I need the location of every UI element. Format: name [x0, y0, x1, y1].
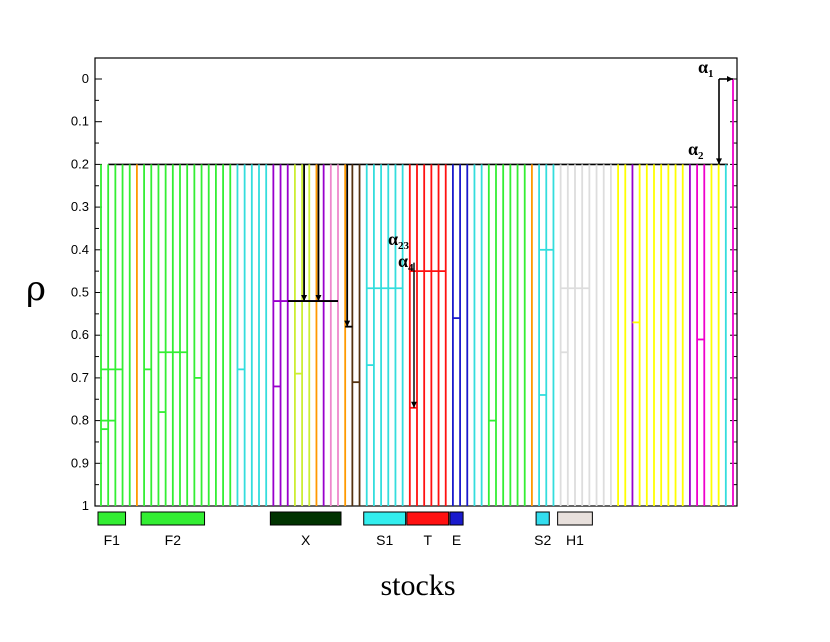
- dendrogram-branches: [100, 79, 734, 506]
- alpha-1-label: α1: [698, 57, 714, 80]
- y-tick-label: 0.8: [71, 413, 89, 428]
- group-label: H1: [566, 532, 584, 548]
- group-marker: [535, 511, 550, 526]
- arrow-head: [727, 76, 733, 82]
- group-marker: [406, 511, 450, 526]
- plot-border: [94, 57, 738, 507]
- group-marker: [140, 511, 206, 526]
- alpha-4-label-subscript: 4: [408, 262, 414, 274]
- group-markers: F1 F2 X S1 T E S2 H1: [97, 511, 593, 548]
- y-tick-label: 0.6: [71, 327, 89, 342]
- arrow-head: [716, 158, 722, 165]
- y-tick-label: 0.4: [71, 242, 89, 257]
- alpha-1-label-subscript: 1: [708, 68, 714, 80]
- plot-frame: [94, 57, 738, 507]
- y-tick-label: 0.1: [71, 114, 89, 129]
- arrow-head: [411, 401, 417, 408]
- group-marker: [269, 511, 342, 526]
- group-label: F2: [165, 532, 182, 548]
- y-tick-label: 0.5: [71, 285, 89, 300]
- y-axis-ticks: 0 0.1 0.2 0.3 0.4 0.5 0.6 0.7 0.8 0.9 1: [71, 71, 737, 513]
- group-marker: [97, 511, 127, 526]
- arrow-head: [301, 295, 308, 302]
- group-label: X: [301, 532, 311, 548]
- arrow-head: [344, 320, 351, 327]
- y-tick-label: 0.9: [71, 455, 89, 470]
- x-axis-label: stocks: [381, 569, 456, 602]
- group-marker: [363, 511, 407, 526]
- y-tick-label: 0.3: [71, 199, 89, 214]
- y-tick-label: 1: [82, 498, 89, 513]
- group-label: T: [423, 532, 432, 548]
- alpha-23-label-subscript: 23: [398, 240, 410, 252]
- y-tick-label: 0.2: [71, 156, 89, 171]
- y-axis-label: ρ: [26, 269, 46, 309]
- alpha-2-label-subscript: 2: [698, 150, 704, 162]
- group-label: S2: [534, 532, 551, 548]
- group-marker: [449, 511, 464, 526]
- alpha-23-label: α23: [388, 229, 410, 252]
- y-tick-label: 0.7: [71, 370, 89, 385]
- alpha-4-label: α4: [398, 251, 414, 274]
- y-tick-label: 0: [82, 71, 89, 86]
- group-label: S1: [376, 532, 393, 548]
- group-marker: [557, 511, 593, 526]
- alpha-2-label: α2: [688, 139, 704, 162]
- group-label: F1: [104, 532, 121, 548]
- group-label: E: [452, 532, 461, 548]
- arrow-head: [315, 295, 322, 302]
